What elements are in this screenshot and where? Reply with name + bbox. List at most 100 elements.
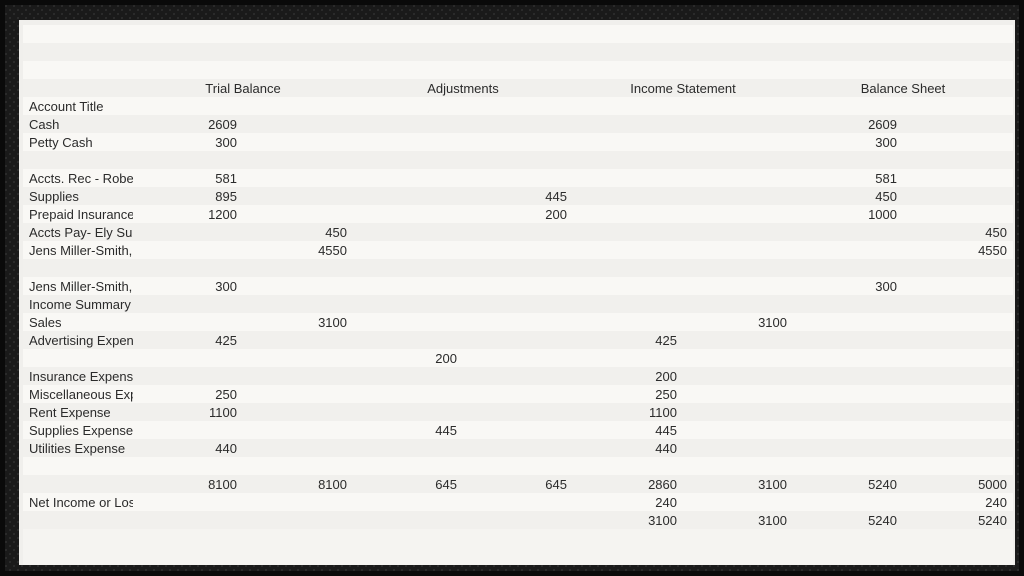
- value-cell: 300: [133, 133, 243, 151]
- value-cell: [793, 439, 903, 457]
- value-cell: [573, 169, 683, 187]
- value-cell: 5240: [903, 511, 1013, 529]
- value-cell: [903, 115, 1013, 133]
- value-cell: [133, 493, 243, 511]
- value-cell: [683, 241, 793, 259]
- account-title-cell: [23, 151, 133, 169]
- value-cell: [683, 403, 793, 421]
- value-cell: [133, 349, 243, 367]
- value-cell: [353, 115, 463, 133]
- account-title-cell: Rent Expense: [23, 403, 133, 421]
- value-cell: [793, 223, 903, 241]
- table-row: Jens Miller-Smith, Capital45504550: [23, 241, 1013, 259]
- value-cell: [683, 421, 793, 439]
- value-cell: 1100: [133, 403, 243, 421]
- value-cell: 895: [133, 187, 243, 205]
- value-cell: [683, 151, 793, 169]
- value-cell: [463, 295, 573, 313]
- value-cell: [683, 367, 793, 385]
- value-cell: 240: [903, 493, 1013, 511]
- value-cell: [683, 493, 793, 511]
- value-cell: [133, 259, 243, 277]
- value-cell: 645: [353, 475, 463, 493]
- value-cell: [683, 223, 793, 241]
- value-cell: [573, 223, 683, 241]
- account-title-cell: Account Title: [23, 97, 133, 115]
- value-cell: [573, 187, 683, 205]
- value-cell: 250: [133, 385, 243, 403]
- value-cell: [133, 457, 243, 475]
- value-cell: [353, 205, 463, 223]
- value-cell: 450: [793, 187, 903, 205]
- value-cell: [793, 367, 903, 385]
- value-cell: 3100: [683, 475, 793, 493]
- value-cell: [573, 151, 683, 169]
- value-cell: [463, 403, 573, 421]
- value-cell: [903, 331, 1013, 349]
- value-cell: [463, 223, 573, 241]
- value-cell: [683, 259, 793, 277]
- value-cell: [683, 133, 793, 151]
- value-cell: [133, 313, 243, 331]
- value-cell: [243, 331, 353, 349]
- value-cell: [243, 421, 353, 439]
- value-cell: [793, 403, 903, 421]
- value-cell: [573, 133, 683, 151]
- value-cell: [243, 295, 353, 313]
- worksheet-table: Trial Balance Adjustments Income Stateme…: [23, 25, 1013, 529]
- value-cell: [243, 457, 353, 475]
- account-title-cell: Utilities Expense: [23, 439, 133, 457]
- value-cell: [793, 331, 903, 349]
- value-cell: [353, 403, 463, 421]
- value-cell: [573, 115, 683, 133]
- value-cell: [463, 367, 573, 385]
- value-cell: 5000: [903, 475, 1013, 493]
- table-row: Income Summary: [23, 295, 1013, 313]
- table-row: Supplies895445450: [23, 187, 1013, 205]
- header-blank: [23, 79, 133, 97]
- value-cell: 440: [573, 439, 683, 457]
- value-cell: [133, 421, 243, 439]
- value-cell: [243, 187, 353, 205]
- value-cell: [353, 151, 463, 169]
- value-cell: 200: [353, 349, 463, 367]
- value-cell: [573, 205, 683, 223]
- value-cell: [573, 313, 683, 331]
- value-cell: [683, 187, 793, 205]
- value-cell: [903, 439, 1013, 457]
- value-cell: 300: [133, 277, 243, 295]
- header-balance-sheet: Balance Sheet: [793, 79, 1013, 97]
- value-cell: [683, 205, 793, 223]
- header-trial-balance: Trial Balance: [133, 79, 353, 97]
- table-row: Insurance Expense200: [23, 367, 1013, 385]
- value-cell: 645: [463, 475, 573, 493]
- account-title-cell: Net Income or Loss: [23, 493, 133, 511]
- value-cell: [353, 169, 463, 187]
- table-row: [23, 259, 1013, 277]
- value-cell: [353, 223, 463, 241]
- value-cell: [573, 295, 683, 313]
- value-cell: [903, 349, 1013, 367]
- value-cell: [683, 385, 793, 403]
- account-title-cell: Miscellaneous Expense: [23, 385, 133, 403]
- value-cell: [353, 457, 463, 475]
- value-cell: 581: [133, 169, 243, 187]
- value-cell: [243, 133, 353, 151]
- account-title-cell: Supplies Expense: [23, 421, 133, 439]
- account-title-cell: Prepaid Insurance: [23, 205, 133, 223]
- value-cell: [573, 277, 683, 295]
- value-cell: 450: [903, 223, 1013, 241]
- spacer-row: [23, 25, 1013, 43]
- account-title-cell: Insurance Expense: [23, 367, 133, 385]
- value-cell: [683, 439, 793, 457]
- table-row: Cash26092609: [23, 115, 1013, 133]
- value-cell: [463, 313, 573, 331]
- value-cell: [463, 151, 573, 169]
- table-body: Account TitleCash26092609Petty Cash30030…: [23, 97, 1013, 529]
- value-cell: [573, 349, 683, 367]
- value-cell: [903, 97, 1013, 115]
- value-cell: [903, 421, 1013, 439]
- value-cell: [683, 331, 793, 349]
- value-cell: [353, 511, 463, 529]
- column-headers: Trial Balance Adjustments Income Stateme…: [23, 79, 1013, 97]
